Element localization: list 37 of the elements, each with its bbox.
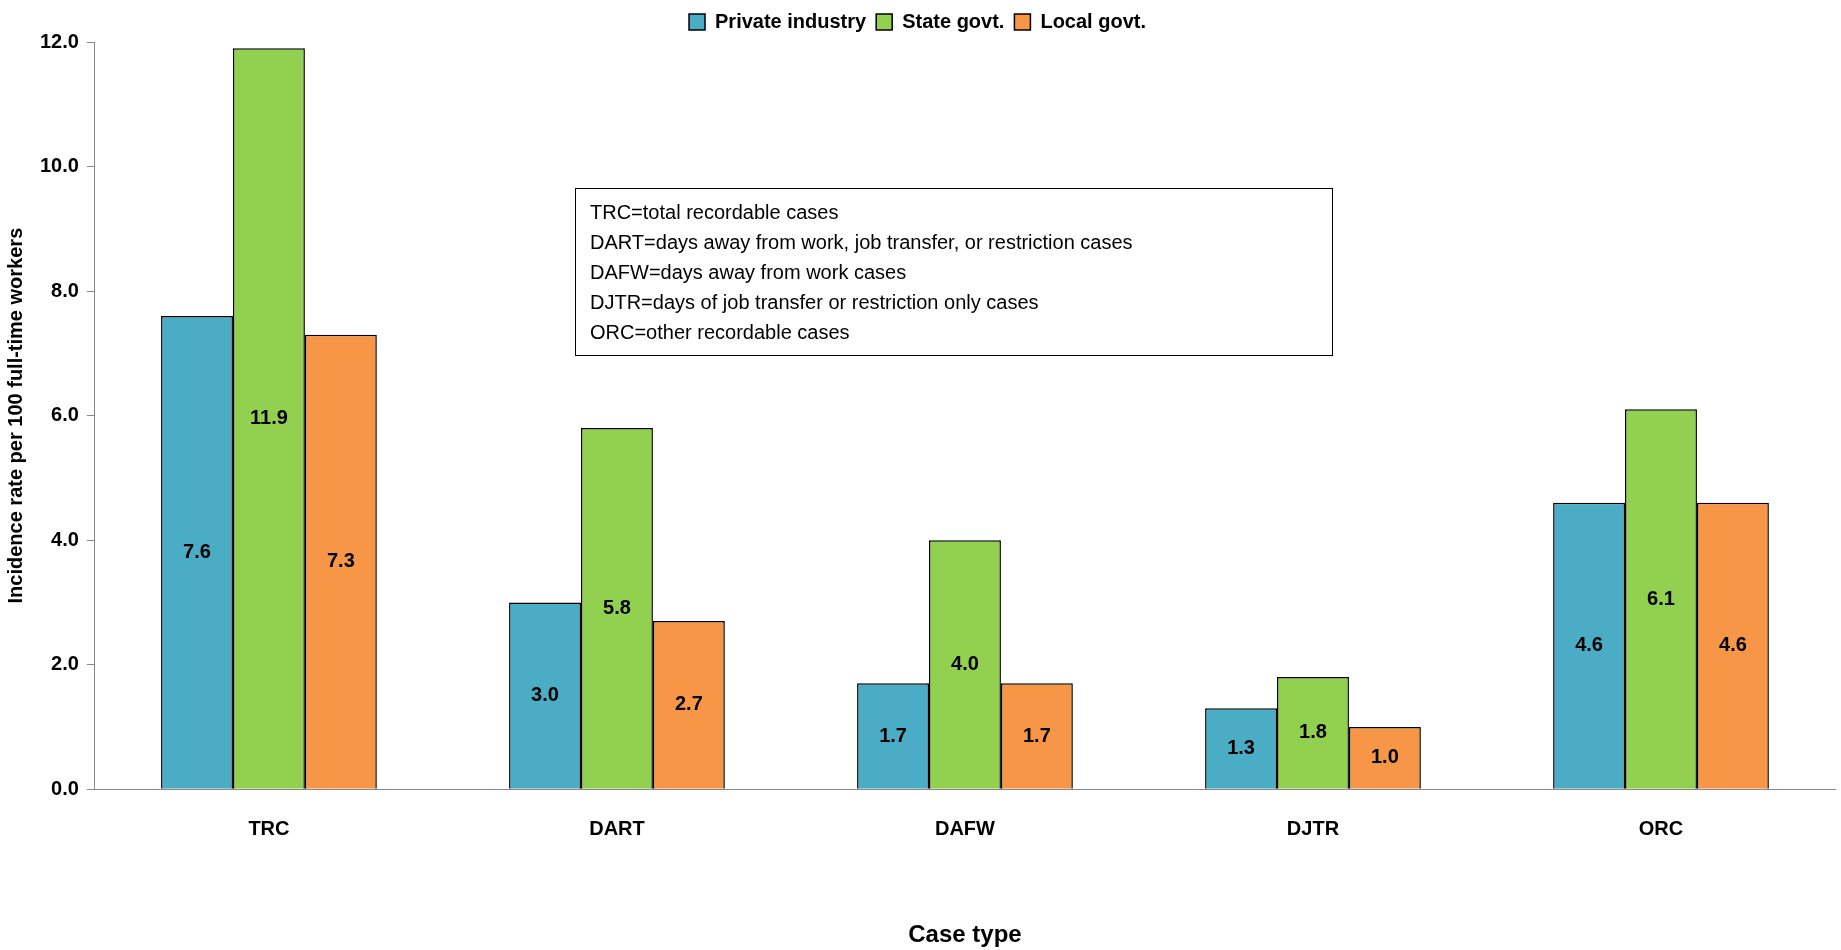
data-label: 4.6 [1719, 633, 1747, 656]
y-tick-label: 6.0 [51, 403, 79, 426]
data-label: 3.0 [531, 683, 559, 706]
legend-label: Local govt. [1040, 9, 1146, 32]
annotation: DAFW=days away from work cases [590, 260, 908, 285]
legend-label: Private industry [715, 9, 868, 32]
data-label: 1.8 [1299, 720, 1327, 743]
data-label: 1.3 [1227, 735, 1255, 758]
data-label: 6.1 [1647, 586, 1675, 609]
data-label: 7.6 [183, 539, 211, 562]
annotation: ORC=other recordable cases [590, 320, 851, 345]
x-tick-label: TRC [248, 816, 290, 839]
annotation: DJTR=days of job transfer or restriction only cases [590, 290, 1040, 315]
x-tick-label: DJTR [1286, 816, 1340, 839]
x-tick-label: DAFW [934, 816, 996, 839]
data-label: 7.3 [326, 549, 355, 572]
data-label: 1.7 [1022, 723, 1051, 746]
y-tick-label: 8.0 [51, 278, 79, 301]
y-tick-label: 12.0 [39, 29, 79, 52]
y-tick-label: 2.0 [51, 652, 79, 675]
x-tick-label: DART [589, 816, 645, 839]
data-label: 1.0 [1370, 745, 1399, 768]
x-axis-title: Case type [908, 920, 1022, 948]
x-tick-label: ORC [1638, 816, 1684, 839]
data-label: 11.9 [250, 405, 288, 428]
y-tick-label: 10.0 [39, 154, 79, 177]
annotation: DART=days away from work, job transfer, or restriction cases [590, 230, 1134, 255]
annotation: TRC=total recordable cases [590, 200, 840, 225]
legend-label: State govt. [902, 9, 1005, 32]
data-label: 2.7 [674, 692, 703, 715]
data-label: 4.6 [1575, 633, 1603, 656]
data-label: 1.7 [879, 723, 907, 746]
y-tick-label: 4.0 [51, 527, 79, 550]
data-label: 4.0 [951, 651, 979, 674]
y-axis-title: Incidence rate per 100 full-time workers [3, 227, 26, 604]
y-tick-label: 0.0 [51, 776, 79, 799]
data-label: 5.8 [603, 595, 631, 618]
